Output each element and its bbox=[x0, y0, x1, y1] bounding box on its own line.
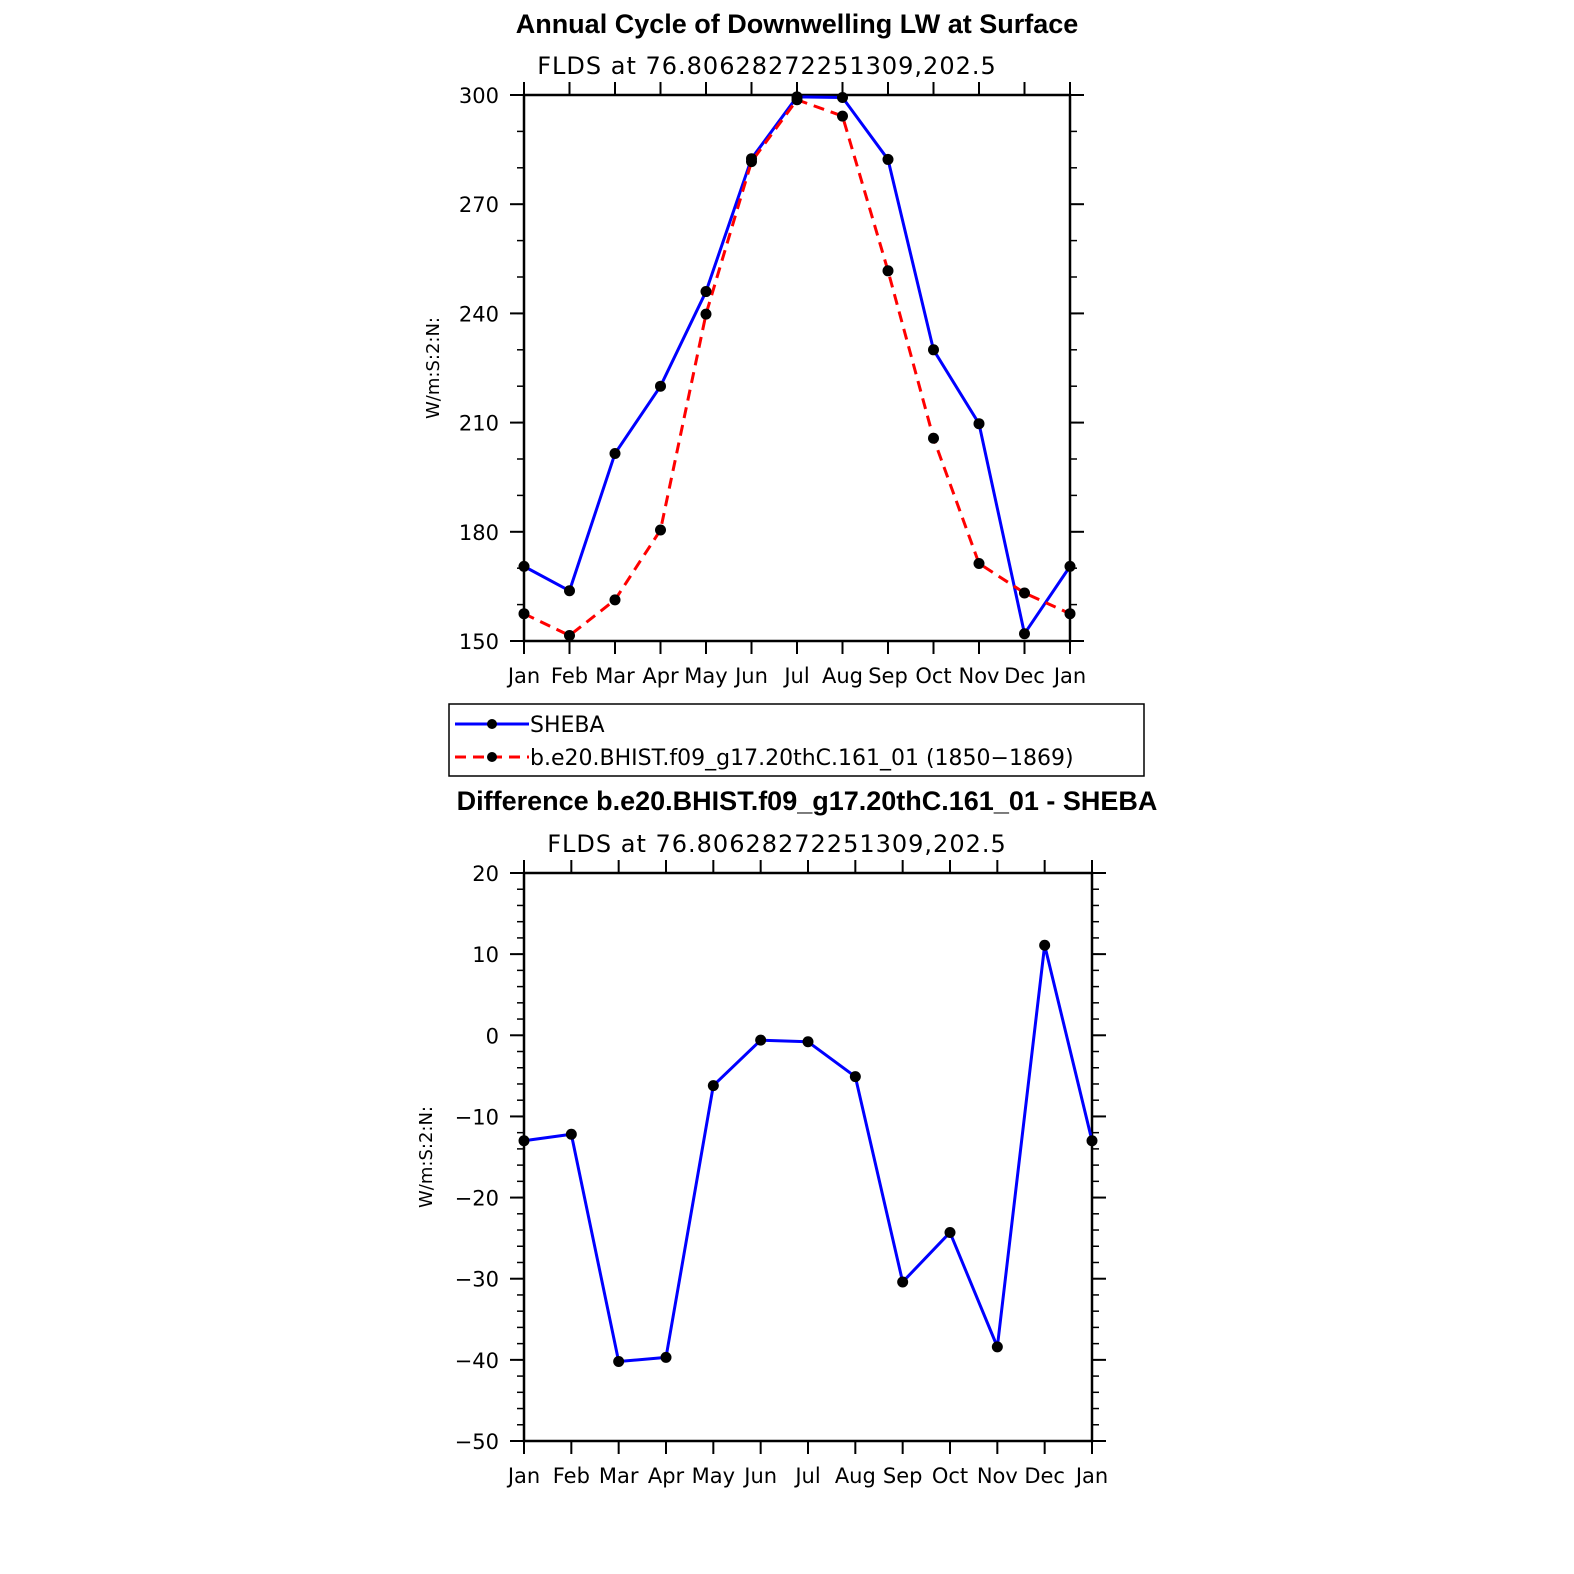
chart2-frame bbox=[522, 871, 1094, 1443]
chart2-series-0-point bbox=[897, 1276, 909, 1288]
chart2-x-tick-label: Mar bbox=[599, 1464, 639, 1488]
chart2-series-0-point bbox=[565, 1128, 577, 1140]
chart1-series-1-point bbox=[791, 94, 803, 106]
chart1-x-tick-label: Mar bbox=[595, 664, 635, 688]
chart1-x-tick-label: Apr bbox=[642, 664, 679, 688]
chart1-subtitle: FLDS at 76.80628272251309,202.5 bbox=[537, 52, 997, 80]
chart2-series-line-0 bbox=[523, 943, 1094, 1363]
chart2-y-tick-label: −10 bbox=[455, 1105, 499, 1129]
chart1-series-1-point bbox=[564, 630, 575, 642]
chart2-x-tick-label: Apr bbox=[648, 1464, 685, 1488]
chart2-x-tick-label: Jun bbox=[742, 1464, 777, 1488]
chart2-x-tick-label: May bbox=[692, 1464, 735, 1488]
chart2-series-0-point bbox=[660, 1351, 672, 1363]
chart1-series-1-point bbox=[609, 594, 621, 606]
chart2-x-tick-label: Jan bbox=[1074, 1464, 1108, 1488]
chart1-series-1-point bbox=[518, 608, 530, 620]
chart1-series-1-point bbox=[837, 110, 848, 122]
chart1-frame bbox=[522, 93, 1072, 643]
chart2-series-0-point bbox=[944, 1226, 956, 1238]
chart1-x-tick-label: Jan bbox=[506, 664, 540, 688]
chart2-x-tick-label: Aug bbox=[835, 1464, 876, 1488]
chart1-series-1-point bbox=[746, 156, 757, 168]
chart1-x-tick-label: May bbox=[684, 664, 727, 688]
chart1-series-1-point bbox=[1019, 587, 1030, 599]
chart2-series-0-point bbox=[1086, 1135, 1098, 1147]
chart1-x-tick-label: Jan bbox=[1052, 664, 1086, 688]
legend-marker-sheba bbox=[487, 719, 497, 729]
chart1-series-1-point bbox=[973, 557, 985, 569]
chart2-x-tick-label: Jan bbox=[506, 1464, 540, 1488]
chart1-x-tick-label: Feb bbox=[551, 664, 588, 688]
chart1-y-tick-label: 300 bbox=[459, 84, 499, 108]
chart1-series-0-point bbox=[609, 448, 621, 460]
chart2-y-tick-label: −50 bbox=[455, 1430, 499, 1454]
chart2-y-axis-label: W/m:S:2:N: bbox=[416, 1106, 437, 1208]
chart1-y-tick-label: 210 bbox=[459, 412, 499, 436]
chart2-x-tick-label: Feb bbox=[553, 1464, 590, 1488]
chart1-series-1-point bbox=[928, 432, 939, 444]
chart2-series-0-point bbox=[802, 1036, 814, 1048]
chart1-series-1-point bbox=[655, 524, 666, 536]
chart2-series-0-point bbox=[991, 1341, 1003, 1353]
chart1-y-tick-label: 270 bbox=[459, 193, 499, 217]
chart2-y-tick-label: 20 bbox=[472, 862, 499, 886]
legend-marker-model bbox=[487, 752, 497, 762]
chart1-x-tick-label: Oct bbox=[915, 664, 951, 688]
chart1-y-axis-label: W/m:S:2:N: bbox=[423, 317, 444, 419]
chart1-series-0-point bbox=[928, 344, 939, 356]
chart1-x-tick-label: Dec bbox=[1004, 664, 1045, 688]
chart2-series-0-point bbox=[1039, 939, 1051, 951]
chart1-series-0-point bbox=[564, 585, 575, 597]
chart1-plot-area: Jan Feb Mar Apr May Jun Jul Aug Sep Oct Nov Dec Jan 1… bbox=[459, 82, 1086, 688]
chart2-y-tick-label: −40 bbox=[455, 1349, 499, 1373]
chart1-series-1-point bbox=[882, 265, 894, 277]
chart1-series-line-0 bbox=[523, 95, 1072, 636]
chart1-x-tick-label: Jun bbox=[733, 664, 768, 688]
chart1-x-tick-label: Nov bbox=[959, 664, 1000, 688]
chart1-series-0-point bbox=[973, 418, 985, 430]
legend-box bbox=[448, 703, 1145, 777]
chart2-x-tick-label: Jul bbox=[793, 1464, 820, 1488]
chart1-series-0-point bbox=[882, 153, 894, 165]
legend-entry-model: b.e20.BHIST.f09_g17.20thC.161_01 (1850−1… bbox=[530, 746, 1074, 771]
legend-entry-sheba: SHEBA bbox=[530, 713, 605, 738]
chart2-y-tick-label: 10 bbox=[472, 943, 499, 967]
chart2-series-0-point bbox=[849, 1071, 861, 1083]
chart2-series-0-point bbox=[613, 1355, 625, 1367]
annual-cycle-chart: Annual Cycle of Downwelling LW at Surfac… bbox=[423, 9, 1145, 777]
chart2-title: Difference b.e20.BHIST.f09_g17.20thC.161… bbox=[457, 786, 1158, 816]
chart1-y-tick-label: 180 bbox=[459, 521, 499, 545]
chart1-x-tick-label: Jul bbox=[782, 664, 809, 688]
chart2-x-tick-label: Oct bbox=[932, 1464, 968, 1488]
chart1-series-0-point bbox=[1019, 628, 1030, 640]
chart1-title: Annual Cycle of Downwelling LW at Surfac… bbox=[516, 9, 1079, 39]
chart2-subtitle: FLDS at 76.80628272251309,202.5 bbox=[547, 830, 1007, 858]
chart2-x-tick-label: Nov bbox=[977, 1464, 1018, 1488]
chart1-y-tick-label: 240 bbox=[459, 302, 499, 326]
chart2-y-tick-label: 0 bbox=[486, 1024, 499, 1048]
chart1-series-line-1 bbox=[523, 98, 1071, 638]
chart1-series-0-point bbox=[1064, 560, 1076, 572]
chart2-y-tick-label: −30 bbox=[455, 1268, 499, 1292]
chart1-x-tick-label: Sep bbox=[868, 664, 908, 688]
chart2-x-tick-label: Dec bbox=[1024, 1464, 1065, 1488]
chart1-series-1-point bbox=[700, 308, 712, 320]
chart2-x-tick-label: Sep bbox=[883, 1464, 923, 1488]
chart1-series-0-point bbox=[655, 380, 666, 392]
chart1-series-0-point bbox=[837, 92, 848, 104]
chart1-y-tick-label: 150 bbox=[459, 630, 499, 654]
chart1-series-0-point bbox=[700, 286, 712, 298]
chart2-series-0-point bbox=[707, 1080, 719, 1092]
chart2-y-tick-label: −20 bbox=[455, 1187, 499, 1211]
chart1-series-0-point bbox=[518, 560, 530, 572]
chart1-x-tick-label: Aug bbox=[822, 664, 863, 688]
chart1-series-1-point bbox=[1064, 608, 1076, 620]
legend: SHEBA b.e20.BHIST.f09_g17.20thC.161_01 (… bbox=[448, 703, 1145, 777]
difference-chart: Difference b.e20.BHIST.f09_g17.20thC.161… bbox=[416, 786, 1157, 1488]
chart2-series-0-point bbox=[518, 1135, 530, 1147]
chart2-series-0-point bbox=[755, 1034, 767, 1046]
chart2-plot-area: Jan Feb Mar Apr May Jun Jul Aug Sep Oct Nov Dec Jan−… bbox=[455, 860, 1108, 1488]
